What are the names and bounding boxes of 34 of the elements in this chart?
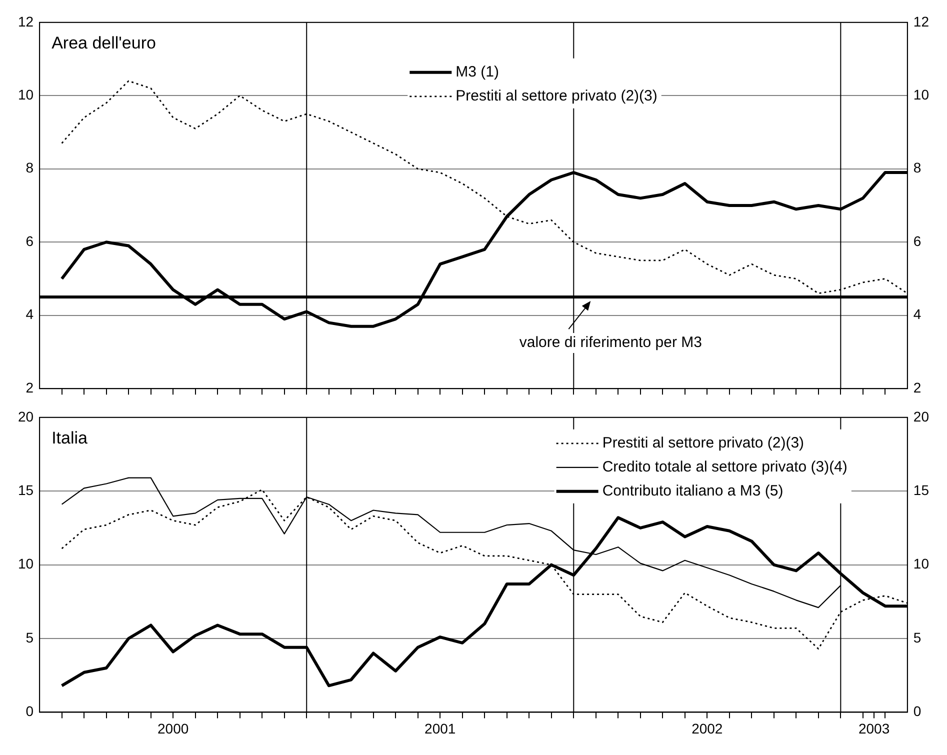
- x-tick-label: 2000: [158, 720, 189, 736]
- legend-label: Contributo italiano a M3 (5): [602, 482, 784, 500]
- text: Italia: [52, 428, 88, 448]
- y-tick-label: 15: [18, 482, 34, 498]
- y-tick-label: 8: [26, 160, 34, 176]
- y2-tick-label: 15: [913, 482, 930, 498]
- y2-tick-label: 6: [913, 232, 922, 249]
- y-tick-label: 10: [18, 556, 34, 572]
- y-tick-label: 10: [18, 86, 34, 102]
- legend-label: Credito totale al settore privato (3)(4): [602, 458, 848, 476]
- y-tick-label: 20: [18, 408, 34, 424]
- text: Area dell'euro: [52, 33, 156, 52]
- ref-line-label: valore di riferimento per M3: [519, 334, 702, 352]
- y2-tick-label: 0: [913, 703, 922, 720]
- y2-tick-label: 2: [913, 379, 922, 396]
- x-tick-label: 2002: [692, 720, 723, 736]
- y-tick-label: 6: [26, 232, 34, 249]
- x-tick-label: 2001: [424, 720, 456, 736]
- y-tick-label: 0: [26, 703, 34, 720]
- legend-label: M3 (1): [456, 64, 499, 81]
- legend-label: Prestiti al settore privato (2)(3): [602, 434, 804, 452]
- y2-tick-label: 5: [913, 629, 922, 646]
- y-tick-label: 12: [18, 13, 34, 30]
- legend-label: Prestiti al settore privato (2)(3): [456, 88, 658, 105]
- y-tick-label: 4: [26, 306, 34, 322]
- x-tick-label: 2003: [858, 720, 890, 736]
- y-tick-label: 5: [26, 629, 34, 646]
- y2-tick-label: 10: [913, 556, 930, 572]
- y2-tick-label: 12: [913, 13, 930, 30]
- y2-tick-label: 20: [913, 408, 930, 424]
- y-tick-label: 2: [26, 379, 34, 396]
- y2-tick-label: 10: [913, 86, 930, 102]
- y2-tick-label: 4: [913, 306, 922, 322]
- y2-tick-label: 8: [913, 160, 922, 176]
